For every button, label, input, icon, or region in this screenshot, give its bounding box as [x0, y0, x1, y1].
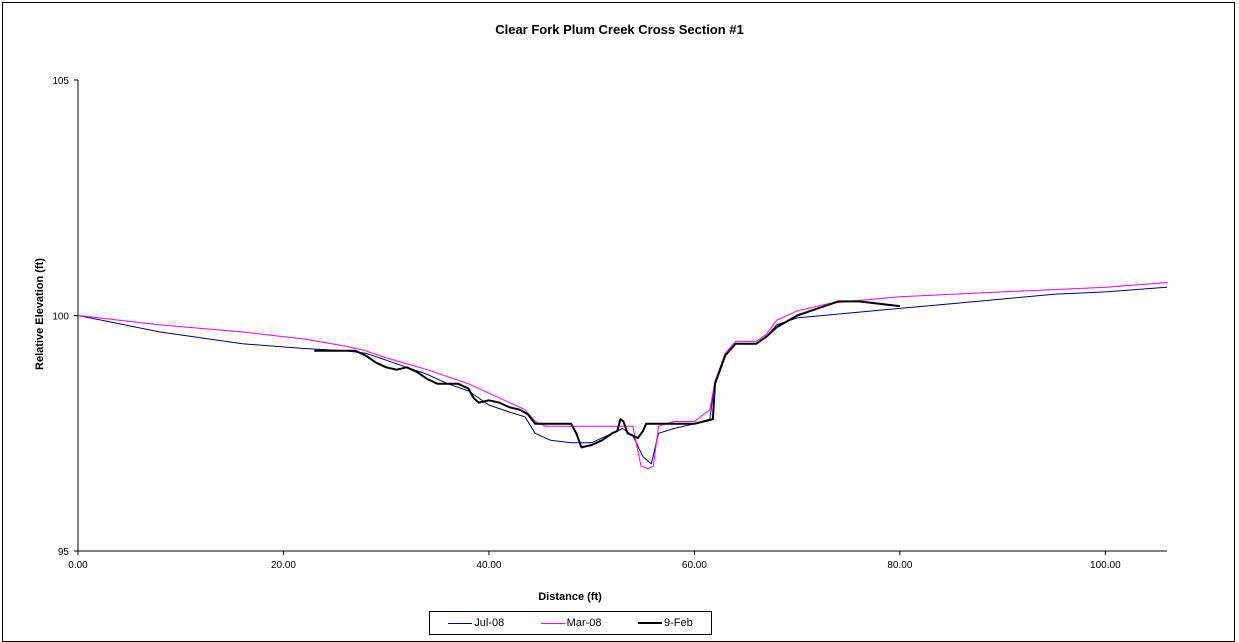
legend-item-mar-08: Mar-08	[540, 617, 602, 629]
chart-title: Clear Fork Plum Creek Cross Section #1	[495, 22, 744, 37]
series-line-jul-08	[77, 286, 1168, 465]
chart-legend: Jul-08 Mar-08 9-Feb	[429, 611, 712, 635]
series-line-9-feb	[314, 300, 901, 449]
x-tick-label: 20.00	[271, 560, 296, 571]
y-tick-label: 95	[58, 547, 70, 558]
x-tick-label: 40.00	[476, 560, 501, 571]
series-line-mar-08	[77, 282, 1168, 470]
legend-swatch-mar-08	[540, 622, 565, 624]
x-tick-label: 60.00	[682, 560, 707, 571]
legend-item-9-feb: 9-Feb	[637, 617, 693, 629]
y-tick-label: 100	[52, 312, 69, 323]
x-tick-label: 100.00	[1090, 560, 1121, 571]
legend-swatch-9-feb	[637, 622, 662, 624]
x-axis-label: Distance (ft)	[538, 591, 602, 603]
x-tick-label: 80.00	[887, 560, 912, 571]
legend-label-mar-08: Mar-08	[566, 617, 602, 629]
legend-swatch-jul-08	[448, 622, 473, 624]
legend-label-jul-08: Jul-08	[474, 617, 505, 629]
legend-label-9-feb: 9-Feb	[663, 617, 693, 629]
y-tick-label: 105	[52, 76, 69, 87]
x-tick-label: 0.00	[68, 560, 88, 571]
legend-item-jul-08: Jul-08	[448, 617, 504, 629]
